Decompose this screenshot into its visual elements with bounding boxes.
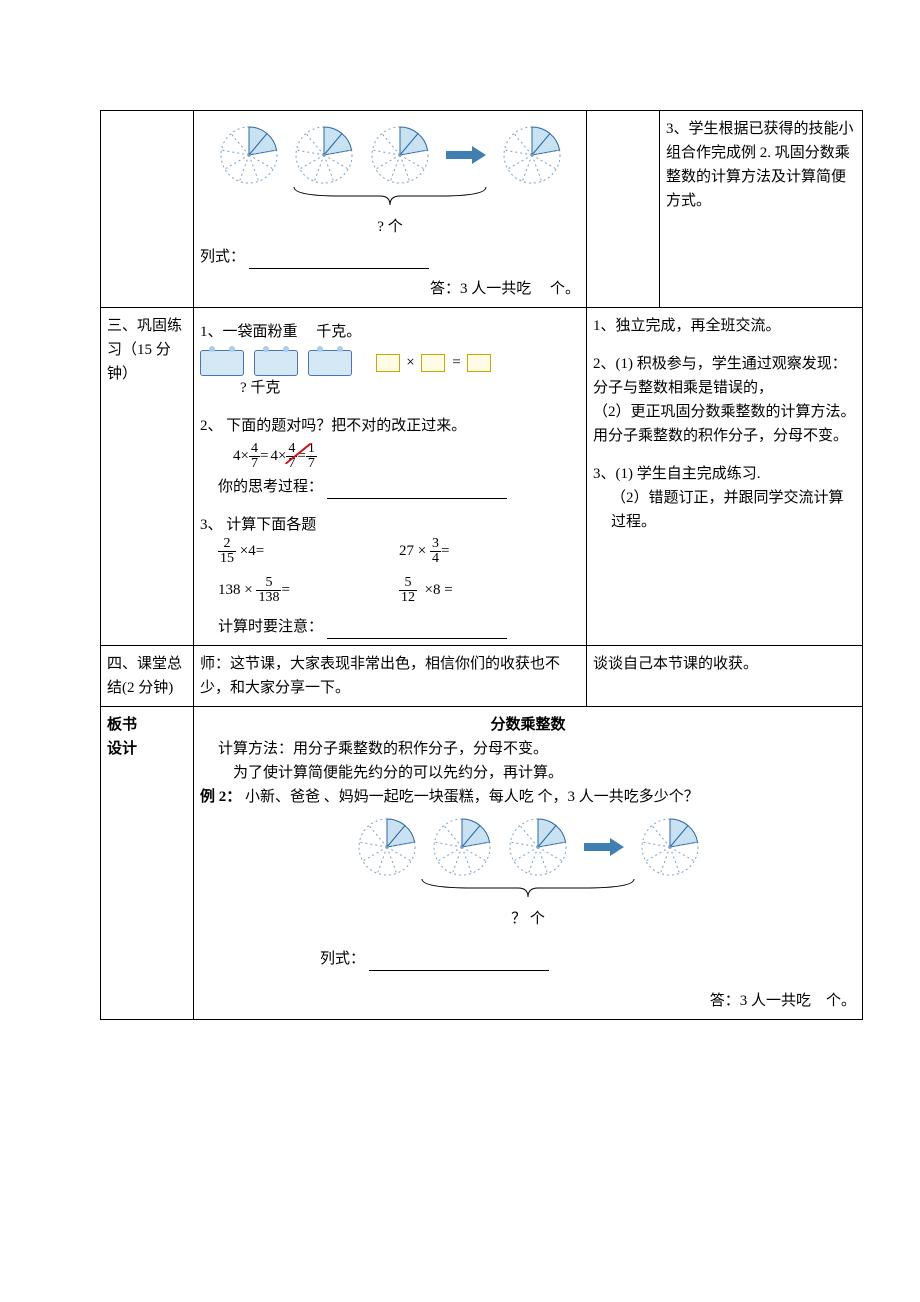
sec3-right-p1: 1、独立完成，再全班交流。 <box>593 314 856 338</box>
sec3-right-p3b: （2）错题订正，并跟同学交流计算过程。 <box>593 486 856 534</box>
q2-equation: 4×47=4×47=17 <box>200 442 580 471</box>
flour-bag-icon <box>308 350 352 376</box>
section3-label: 三、巩固练习（15 分钟） <box>101 308 194 646</box>
q2-text: 2、 下面的题对吗？把不对的改正过来。 <box>200 414 580 438</box>
blank-box <box>376 354 400 372</box>
board-brace <box>200 877 856 907</box>
blank-line <box>327 623 507 639</box>
blank-line <box>249 253 429 269</box>
pie-icon <box>355 815 419 879</box>
row1-brace <box>200 185 580 215</box>
board-example-label: 例 2： <box>200 789 241 805</box>
blank-box <box>467 354 491 372</box>
sec4-teacher-text: 师：这节课，大家表现非常出色，相信你们的收获也不少，和大家分享一下。 <box>194 646 587 707</box>
pie-icon <box>368 123 432 187</box>
q1-unit: 千克。 <box>316 324 361 340</box>
q2-think-label: 你的思考过程： <box>218 479 323 495</box>
q1-text: 1、一袋面粉重 <box>200 324 298 340</box>
sec4-right-text: 谈谈自己本节课的收获。 <box>587 646 863 707</box>
row1-right-text: 3、学生根据已获得的技能小组合作完成例 2. 巩固分数乘整数的计算方法及计算简便… <box>666 117 856 213</box>
board-label: 板书 设计 <box>101 707 194 1020</box>
sec3-right-p3a: 3、(1) 学生自主完成练习. <box>593 462 856 486</box>
board-example-text: 小新、爸爸 、妈妈一起吃一块蛋糕，每人吃 个，3 人一共吃多少个？ <box>245 789 699 805</box>
section4-label: 四、课堂总结(2 分钟) <box>101 646 194 707</box>
board-lieshi-label: 列式： <box>320 951 365 967</box>
sec3-right-p2a: 2、(1) 积极参与，学生通过观察发现：分子与整数相乘是错误的， <box>593 352 856 400</box>
board-line1: 计算方法：用分子乘整数的积作分子，分母不变。 <box>200 737 856 761</box>
pie-icon <box>217 123 281 187</box>
arrow-right-icon <box>584 837 624 857</box>
pie-icon <box>500 123 564 187</box>
row1-answer-suffix: 个。 <box>550 281 580 297</box>
board-answer-suffix: 个。 <box>826 993 856 1009</box>
pie-icon <box>292 123 356 187</box>
row1-lieshi-label: 列式： <box>200 249 245 265</box>
q1-sub-label: ? 千克 <box>240 376 580 400</box>
arrow-right-icon <box>446 145 486 165</box>
board-line2: 为了使计算简便能先约分的可以先约分，再计算。 <box>200 761 856 785</box>
board-title: 分数乘整数 <box>200 713 856 737</box>
board-answer-prefix: 答：3 人一共吃 <box>710 993 811 1009</box>
q1-diagram: × = <box>200 350 580 376</box>
pie-icon <box>430 815 494 879</box>
flour-bag-icon <box>200 350 244 376</box>
row1-brace-label: ? 个 <box>200 215 580 239</box>
board-brace-label: ？ 个 <box>200 907 856 931</box>
pie-icon <box>638 815 702 879</box>
row1-pie-diagram <box>200 117 580 189</box>
blank-line <box>327 483 507 499</box>
q3-note-label: 计算时要注意： <box>218 619 323 635</box>
sec3-right-p2b: （2）更正巩固分数乘整数的计算方法。用分子乘整数的积作分子，分母不变。 <box>593 400 856 448</box>
row1-answer-prefix: 答：3 人一共吃 <box>430 281 531 297</box>
blank-box <box>421 354 445 372</box>
flour-bag-icon <box>254 350 298 376</box>
blank-line <box>369 955 549 971</box>
board-pie-diagram <box>200 809 856 881</box>
q3-text: 3、 计算下面各题 <box>200 513 580 537</box>
q3-calc-row2: 138 × 5138= 512 ×8 = <box>218 576 580 605</box>
q3-calc-row1: 215 ×4= 27 × 34= <box>218 537 580 566</box>
pie-icon <box>506 815 570 879</box>
